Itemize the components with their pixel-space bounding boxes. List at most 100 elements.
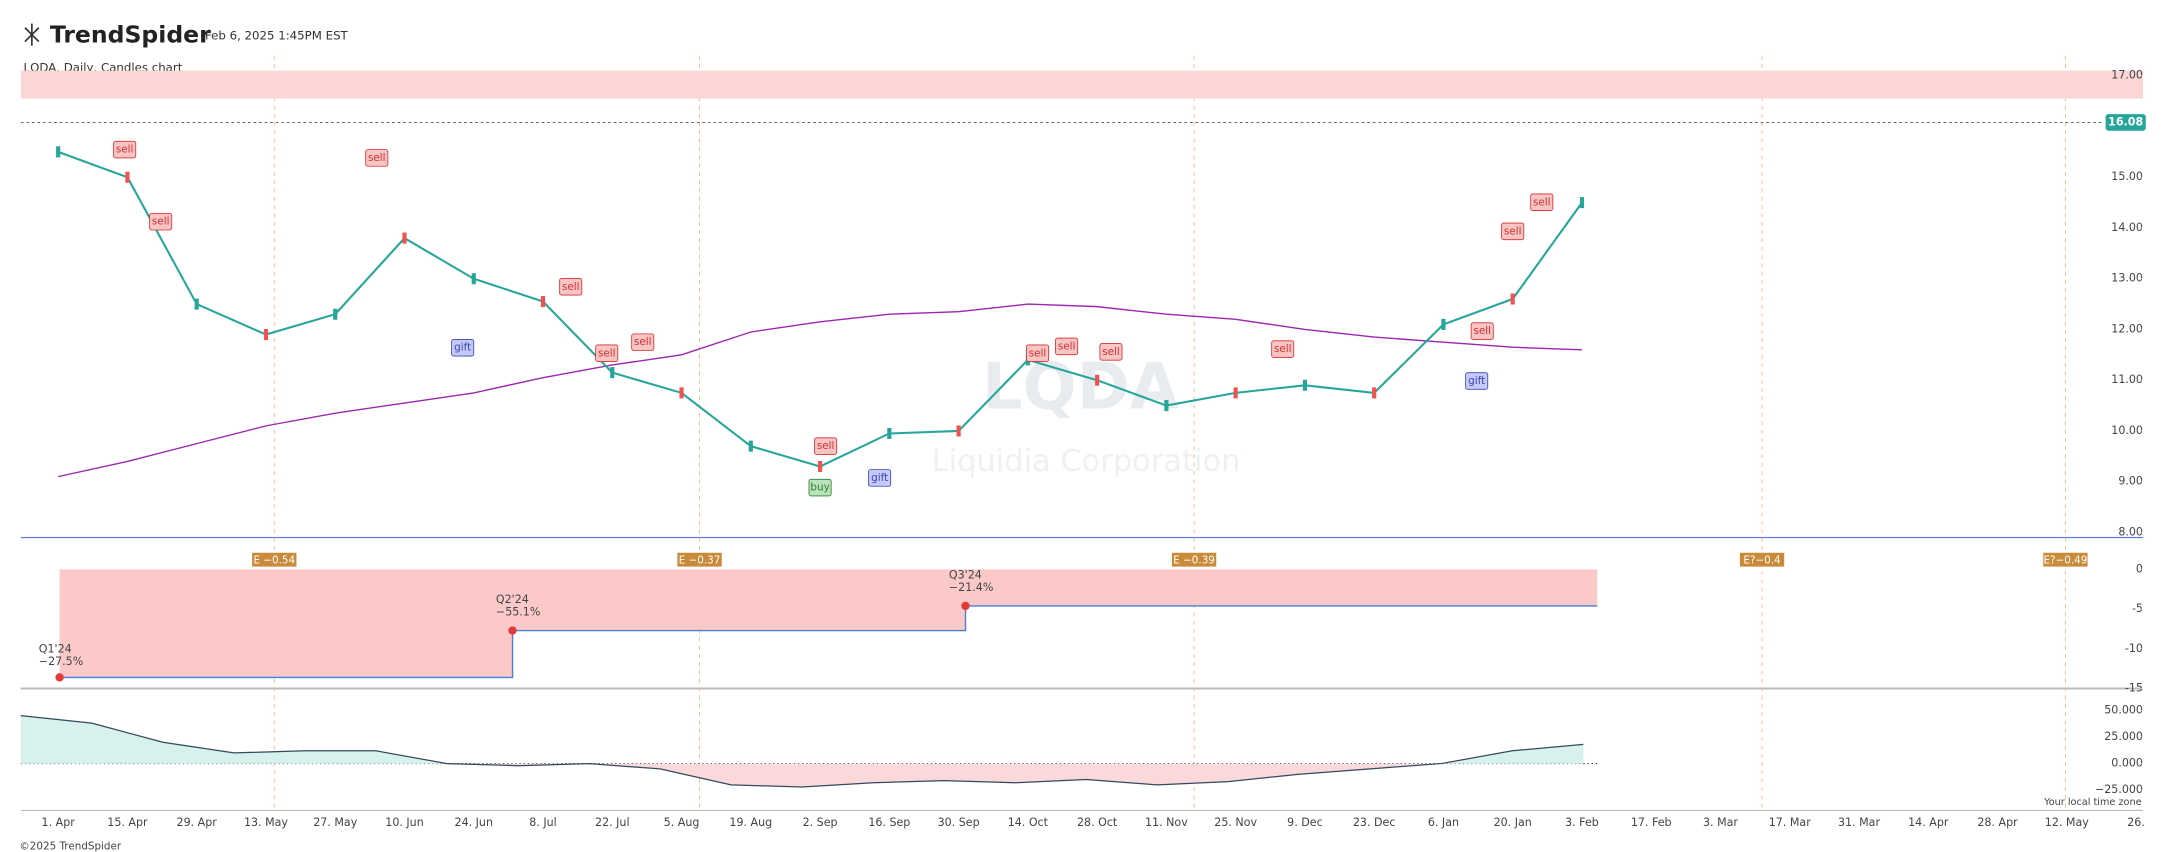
price-candle: [125, 171, 130, 183]
signal-label: gift: [454, 342, 471, 354]
signal-label: sell: [598, 347, 616, 359]
signal-badge: [1530, 193, 1554, 212]
y-tick-label: 8.00: [2118, 525, 2143, 538]
x-tick-label: 9. Dec: [1287, 816, 1323, 829]
y-tick-label: 17.00: [2111, 69, 2143, 82]
y-tick-label: 0.000: [2111, 757, 2143, 770]
x-tick-label: 22. Jul: [595, 816, 630, 829]
signal-badge: [595, 344, 619, 363]
y-tick-label: 11.00: [2111, 373, 2143, 386]
price-candle: [1441, 318, 1446, 330]
signal-label: sell: [1533, 196, 1551, 208]
signal-label: sell: [1504, 225, 1522, 237]
earnings-fill: [59, 569, 1598, 678]
signal-badge: [1055, 337, 1079, 356]
earnings-flag: [2043, 552, 2088, 567]
earnings-flag-label: E −0.37: [679, 554, 721, 566]
price-candle: [402, 232, 407, 244]
signal-label: sell: [1274, 343, 1292, 355]
earnings-point: [508, 626, 517, 635]
signal-label: sell: [817, 440, 835, 452]
price-candle: [333, 308, 338, 320]
earnings-flag: [252, 552, 297, 567]
earnings-flag: [1171, 552, 1217, 567]
resistance-zone: [20, 70, 2143, 99]
signal-label: sell: [1102, 346, 1120, 358]
timezone-note: Your local time zone: [2043, 797, 2142, 808]
x-tick-label: 1. Apr: [42, 816, 76, 829]
surprise-label: −27.5%: [39, 655, 83, 668]
price-candle: [1510, 293, 1515, 305]
price-candle: [817, 460, 823, 473]
price-candle: [679, 387, 684, 399]
earnings-flag-label: E?−0.4: [1743, 554, 1781, 566]
y-tick-label: 14.00: [2111, 221, 2143, 234]
price-candle: [887, 427, 892, 440]
signal-badge: [808, 478, 832, 497]
signal-label: sell: [1058, 340, 1076, 352]
price-candle: [540, 296, 546, 308]
y-tick-label: 0: [2136, 562, 2143, 575]
quarter-label: Q2'24: [496, 593, 529, 606]
x-tick-label: 28. Apr: [1977, 816, 2018, 829]
price-candle: [194, 298, 199, 310]
price-candle: [610, 367, 615, 379]
footer: ©2025 TrendSpider: [19, 840, 121, 852]
brand: TrendSpider: [50, 21, 211, 49]
x-tick-label: 31. Mar: [1838, 816, 1880, 829]
signal-label: sell: [1029, 347, 1047, 359]
price-candle: [1233, 387, 1238, 399]
x-tick-label: 25. Nov: [1214, 816, 1257, 829]
signal-label: sell: [562, 281, 580, 293]
quarter-label: Q3'24: [949, 568, 982, 581]
signal-label: sell: [116, 144, 134, 156]
y-tick-label: 10.00: [2111, 424, 2143, 437]
earnings-flag: [1739, 552, 1785, 567]
earnings-flag-label: E −0.39: [1173, 554, 1215, 566]
signal-badge: [1470, 322, 1494, 340]
x-tick-label: 26.: [2127, 816, 2145, 829]
watermark: LQDA: [982, 350, 1179, 424]
signal-label: gift: [871, 472, 888, 484]
price-candle: [1302, 379, 1307, 391]
x-tick-label: 23. Dec: [1353, 816, 1396, 829]
price-candle: [1372, 387, 1377, 399]
x-tick-label: 12. May: [2045, 816, 2089, 829]
y-tick-label: 12.00: [2111, 322, 2143, 335]
signal-label: sell: [634, 336, 652, 348]
y-tick-label: -10: [2125, 642, 2143, 655]
x-tick-label: 15. Apr: [107, 816, 148, 829]
signal-badge: [1465, 372, 1489, 390]
surprise-label: −55.1%: [496, 606, 540, 619]
x-tick-label: 10. Jun: [385, 816, 423, 829]
x-tick-label: 14. Apr: [1908, 816, 1949, 829]
quarter-label: Q1'24: [39, 643, 72, 656]
x-tick-label: 30. Sep: [938, 816, 980, 829]
y-tick-label: -5: [2132, 602, 2143, 615]
x-tick-label: 14. Oct: [1008, 816, 1049, 829]
signal-badge: [113, 140, 137, 159]
signal-badge: [631, 333, 655, 351]
price-candle: [263, 328, 269, 341]
earnings-point: [961, 601, 970, 611]
signal-badge: [1099, 343, 1123, 361]
signal-badge: [149, 212, 173, 231]
y-tick-label: 9.00: [2118, 475, 2143, 488]
x-tick-label: 27. May: [313, 816, 357, 829]
timestamp: Feb 6, 2025 1:45PM EST: [205, 29, 349, 43]
earnings-step: [59, 605, 1598, 679]
surprise-label: −21.4%: [949, 581, 993, 594]
x-tick-label: 3. Mar: [1703, 816, 1738, 829]
price-line: [57, 150, 1583, 468]
oscillator-line: [20, 715, 1584, 788]
signal-badge: [1501, 222, 1525, 241]
logo-icon: [24, 23, 40, 46]
signal-label: buy: [810, 482, 829, 494]
earnings-point: [55, 673, 64, 682]
last-price-box: [2105, 114, 2146, 131]
signal-badge: [814, 437, 838, 455]
signal-label: sell: [368, 152, 386, 164]
y-tick-label: 13.00: [2111, 272, 2143, 285]
earnings-flag-label: E?−0.49: [2043, 554, 2087, 566]
